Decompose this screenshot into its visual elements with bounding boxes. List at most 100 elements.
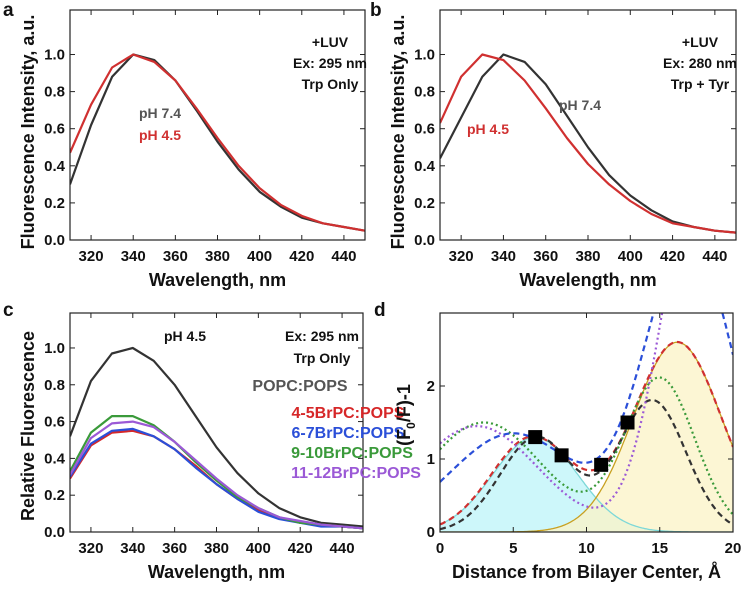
x-tick-label: 440 <box>702 248 727 265</box>
deep-component-fill <box>440 342 733 532</box>
y-tick-label: 2 <box>427 378 435 395</box>
x-tick-label: 360 <box>533 248 558 265</box>
x-axis-label: Wavelength, nm <box>148 562 285 582</box>
y-axis-label: (F0/F)-1 <box>394 384 418 446</box>
x-tick-label: 440 <box>330 540 355 557</box>
x-tick-label: 440 <box>331 248 356 265</box>
plot-area <box>440 53 736 234</box>
y-tick-label: 0.0 <box>44 232 65 249</box>
y-tick-label: 0.6 <box>44 121 65 138</box>
data-point <box>620 415 635 430</box>
panel-letter: a <box>3 0 14 21</box>
x-tick-label: 340 <box>491 248 516 265</box>
x-axis-label: Wavelength, nm <box>519 270 656 290</box>
annotation-label: pH 4.5 <box>139 127 181 143</box>
y-tick-label: 0.2 <box>44 195 65 212</box>
panel-c: 320 340 360 380 400 420 440 0.0 0.2 0.4 0.6 0.8 1.0 W… <box>3 300 421 582</box>
y-tick-label: 0.0 <box>414 232 435 249</box>
series-6-7brpc-pops <box>70 427 363 530</box>
y-tick-label: 0.8 <box>44 377 65 394</box>
series-popc-pops <box>70 346 363 528</box>
deep-component-line <box>440 341 733 532</box>
x-tick-label: 320 <box>78 540 103 557</box>
x-tick-label: 400 <box>618 248 643 265</box>
panel-a: 320 340 360 380 400 420 440 0.0 0.2 0.4 0.6 0.8 1.0 W… <box>3 0 367 290</box>
annotation-label: Trp Only <box>294 350 351 366</box>
data-point <box>528 430 543 445</box>
y-tick-label: 0.6 <box>414 121 435 138</box>
x-tick-label: 400 <box>247 248 272 265</box>
annotation-label: 9-10BrPC:POPS <box>291 445 413 462</box>
x-tick-label: 340 <box>121 248 146 265</box>
x-tick-label: 420 <box>660 248 685 265</box>
x-tick-label: 5 <box>509 540 517 557</box>
annotation-label: 6-7BrPC:POPS <box>292 425 405 442</box>
x-tick-label: 20 <box>725 540 742 557</box>
x-tick-label: 360 <box>163 248 188 265</box>
y-tick-label: 1.0 <box>44 340 65 357</box>
x-tick-label: 380 <box>575 248 600 265</box>
blue-fit <box>440 313 733 483</box>
x-tick-label: 340 <box>120 540 145 557</box>
black-fit <box>440 398 733 531</box>
y-tick-label: 0.4 <box>44 450 66 467</box>
x-tick-label: 400 <box>246 540 271 557</box>
x-tick-label: 380 <box>204 540 229 557</box>
plot-area <box>440 313 733 532</box>
annotation-label: Ex: 280 nm <box>663 55 737 71</box>
y-tick-label: 0.8 <box>44 84 65 101</box>
y-axis-label: Fluorescence Intensity, a.u. <box>388 15 408 250</box>
y-tick-label: 0.6 <box>44 414 65 431</box>
panel-letter: d <box>374 300 386 321</box>
panel-d: 0 5 10 15 20 0 1 2 Distance from Bilayer Center,… <box>374 300 742 582</box>
plot-area <box>70 53 365 232</box>
annotation-label: 11-12BrPC:POPS <box>291 465 421 482</box>
annotation-label: 4-5BrPC:POPS <box>292 405 405 422</box>
red-fit <box>440 340 733 526</box>
x-tick-label: 0 <box>436 540 444 557</box>
purple-fit <box>440 313 664 509</box>
annotation-label: pH 7.4 <box>139 105 181 121</box>
annotation-label: pH 7.4 <box>559 97 601 113</box>
y-tick-label: 1.0 <box>44 47 65 64</box>
annotation-label: Ex: 295 nm <box>293 55 367 71</box>
series-ph-4-5 <box>70 53 365 232</box>
series-ph-4-5 <box>440 53 736 234</box>
annotation-label: +LUV <box>682 34 719 50</box>
y-tick-label: 0.4 <box>414 158 436 175</box>
annotation-label: Trp + Tyr <box>671 76 730 92</box>
x-tick-label: 420 <box>288 540 313 557</box>
x-tick-label: 420 <box>289 248 314 265</box>
x-tick-label: 380 <box>205 248 230 265</box>
y-tick-label: 0.0 <box>44 524 65 541</box>
y-tick-label: 1 <box>427 451 435 468</box>
green-fit <box>440 376 733 516</box>
annotation-label: pH 4.5 <box>164 328 206 344</box>
panel-letter: c <box>3 300 14 321</box>
annotation-label: Ex: 295 nm <box>285 328 359 344</box>
x-tick-label: 15 <box>651 540 668 557</box>
y-tick-label: 0.4 <box>44 158 66 175</box>
x-axis-label: Distance from Bilayer Center, Å <box>452 562 721 582</box>
y-tick-label: 0.2 <box>44 487 65 504</box>
annotation-label: Trp Only <box>302 76 359 92</box>
y-axis-label: Fluorescence Intensity, a.u. <box>18 15 38 250</box>
series-11-12brpc-pops <box>70 420 363 530</box>
y-tick-label: 0.2 <box>414 195 435 212</box>
data-point <box>554 448 569 463</box>
annotation-label: pH 4.5 <box>467 121 509 137</box>
x-tick-label: 10 <box>578 540 595 557</box>
panel-letter: b <box>370 0 382 21</box>
x-tick-label: 360 <box>162 540 187 557</box>
shallow-component-fill <box>440 437 733 532</box>
y-tick-label: 0.8 <box>414 84 435 101</box>
data-point <box>594 457 609 472</box>
annotation-label: +LUV <box>312 34 349 50</box>
x-tick-label: 320 <box>79 248 104 265</box>
plot-area <box>70 346 363 530</box>
x-tick-label: 320 <box>449 248 474 265</box>
y-tick-label: 0 <box>427 524 435 541</box>
y-tick-label: 1.0 <box>414 47 435 64</box>
y-axis-label: Relative Fluorescence <box>18 331 38 521</box>
